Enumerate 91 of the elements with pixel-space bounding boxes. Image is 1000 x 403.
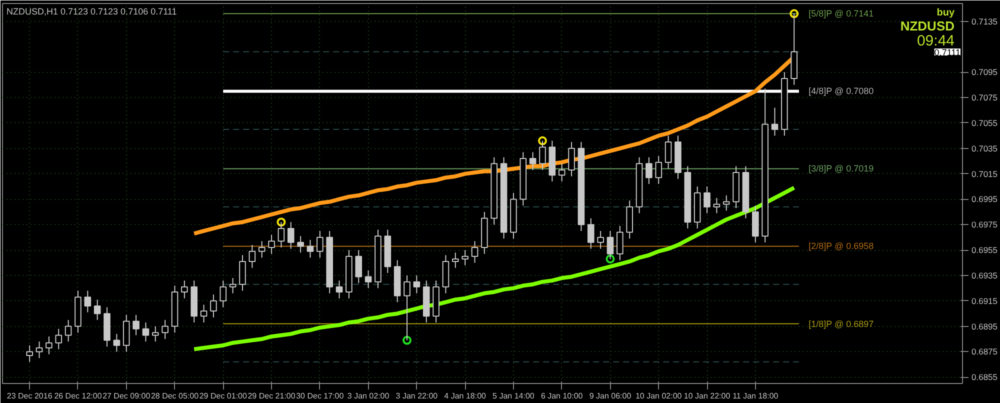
candlestick xyxy=(568,142,575,177)
candlestick xyxy=(616,225,624,261)
point xyxy=(538,136,547,146)
candlestick xyxy=(210,294,217,318)
x-tick-label: 29 Dec 21:00 xyxy=(248,392,296,400)
x-tick-label: 5 Jan 14:00 xyxy=(492,392,535,400)
text: 09:44 xyxy=(916,32,955,50)
candlestick xyxy=(84,290,92,313)
candlestick xyxy=(239,254,246,292)
candlestick xyxy=(46,336,52,355)
y-tick-label: 0.7035 xyxy=(972,143,998,154)
candlestick xyxy=(413,274,420,294)
candlestick xyxy=(268,234,275,254)
candlestick xyxy=(287,222,294,250)
ref-line-label: [5/8]P @ 0.7141 xyxy=(808,8,874,19)
y-tick-label: 0.7075 xyxy=(972,92,998,103)
chart-title: NZDUSD,H1 0.7123 0.7123 0.7106 0.7111 xyxy=(6,6,177,16)
y-tick-label: 0.6935 xyxy=(972,270,998,280)
y-tick-label: 0.7055 xyxy=(972,118,998,128)
y-tick-label: 0.7095 xyxy=(972,67,998,78)
candlestick xyxy=(713,197,720,214)
y-tick-label: 0.6955 xyxy=(972,245,998,256)
candlestick xyxy=(355,250,362,284)
candlestick xyxy=(248,244,256,268)
candlestick xyxy=(646,156,652,184)
y-tick-label: 0.7135 xyxy=(972,16,998,26)
candlestick xyxy=(113,333,120,352)
text: 0.7111 xyxy=(934,48,961,58)
x-tick-label: 10 Jan 22:00 xyxy=(684,392,731,400)
candlestick xyxy=(152,326,159,342)
candlestick xyxy=(229,278,236,294)
line-series xyxy=(192,186,796,352)
candlestick xyxy=(200,304,208,323)
y-tick-label: 0.6895 xyxy=(972,321,998,332)
candlestick xyxy=(94,299,101,320)
candlestick xyxy=(316,230,324,258)
candlestick xyxy=(558,163,566,182)
candlestick xyxy=(297,236,304,254)
candlestick xyxy=(132,314,140,336)
y-tick-label: 0.7015 xyxy=(972,168,998,179)
candlestick xyxy=(462,250,468,266)
candlestick xyxy=(306,239,314,258)
candlestick xyxy=(704,186,710,214)
candlestick xyxy=(771,107,778,136)
candlestick xyxy=(64,319,72,342)
candlestick xyxy=(471,240,478,264)
point xyxy=(276,218,286,227)
ref-line-label: [2/8]P @ 0.6958 xyxy=(808,241,874,252)
ref-line-label: [1/8]P @ 0.6897 xyxy=(808,318,874,329)
candlestick xyxy=(162,319,168,340)
ref-line-label: [4/8]P @ 0.7080 xyxy=(808,86,874,96)
text: NZDUSD xyxy=(900,18,955,34)
y-tick-label: 0.6975 xyxy=(972,220,998,230)
candlestick xyxy=(364,270,372,289)
x-tick-label: 10 Jan 02:00 xyxy=(636,392,682,400)
x-tick-label: 9 Jan 06:00 xyxy=(589,392,632,400)
y-tick-label: 0.6875 xyxy=(972,346,998,357)
x-tick-label: 26 Dec 12:00 xyxy=(54,392,102,400)
x-tick-label: 4 Jan 18:00 xyxy=(444,392,487,400)
candlestick xyxy=(452,252,459,268)
candlestick xyxy=(55,328,62,350)
point xyxy=(790,9,799,18)
y-tick-label: 0.6915 xyxy=(972,296,998,306)
candlestick xyxy=(587,218,594,250)
x-tick-label: 30 Dec 17:00 xyxy=(296,392,344,400)
x-tick-label: 23 Dec 2016 xyxy=(6,392,53,400)
x-tick-label: 3 Jan 02:00 xyxy=(347,392,390,400)
candlestick xyxy=(142,322,150,342)
candlestick xyxy=(26,344,33,362)
ref-line-label: [3/8]P @ 0.7019 xyxy=(808,164,874,174)
candlestick xyxy=(664,135,672,170)
candlestick xyxy=(529,152,536,170)
candlestick xyxy=(655,156,662,184)
candlestick xyxy=(181,280,188,299)
candlestick xyxy=(220,280,227,308)
x-tick-label: 29 Dec 01:00 xyxy=(199,392,248,400)
candlestick xyxy=(258,240,266,258)
x-tick-label: 6 Jan 10:00 xyxy=(540,392,584,400)
candlestick xyxy=(336,280,343,299)
y-tick-label: 0.6855 xyxy=(972,372,998,382)
candlestick xyxy=(722,194,730,212)
x-tick-label: 3 Jan 22:00 xyxy=(396,392,438,400)
x-tick-label: 27 Dec 09:00 xyxy=(102,392,151,400)
text: buy xyxy=(936,8,955,18)
candlestick xyxy=(36,341,43,359)
candlestick xyxy=(597,230,604,250)
point xyxy=(606,254,615,264)
x-tick-label: 11 Jan 18:00 xyxy=(732,392,779,400)
point xyxy=(402,336,412,345)
x-tick-label: 28 Dec 05:00 xyxy=(150,392,200,400)
y-tick-label: 0.6995 xyxy=(972,194,998,204)
